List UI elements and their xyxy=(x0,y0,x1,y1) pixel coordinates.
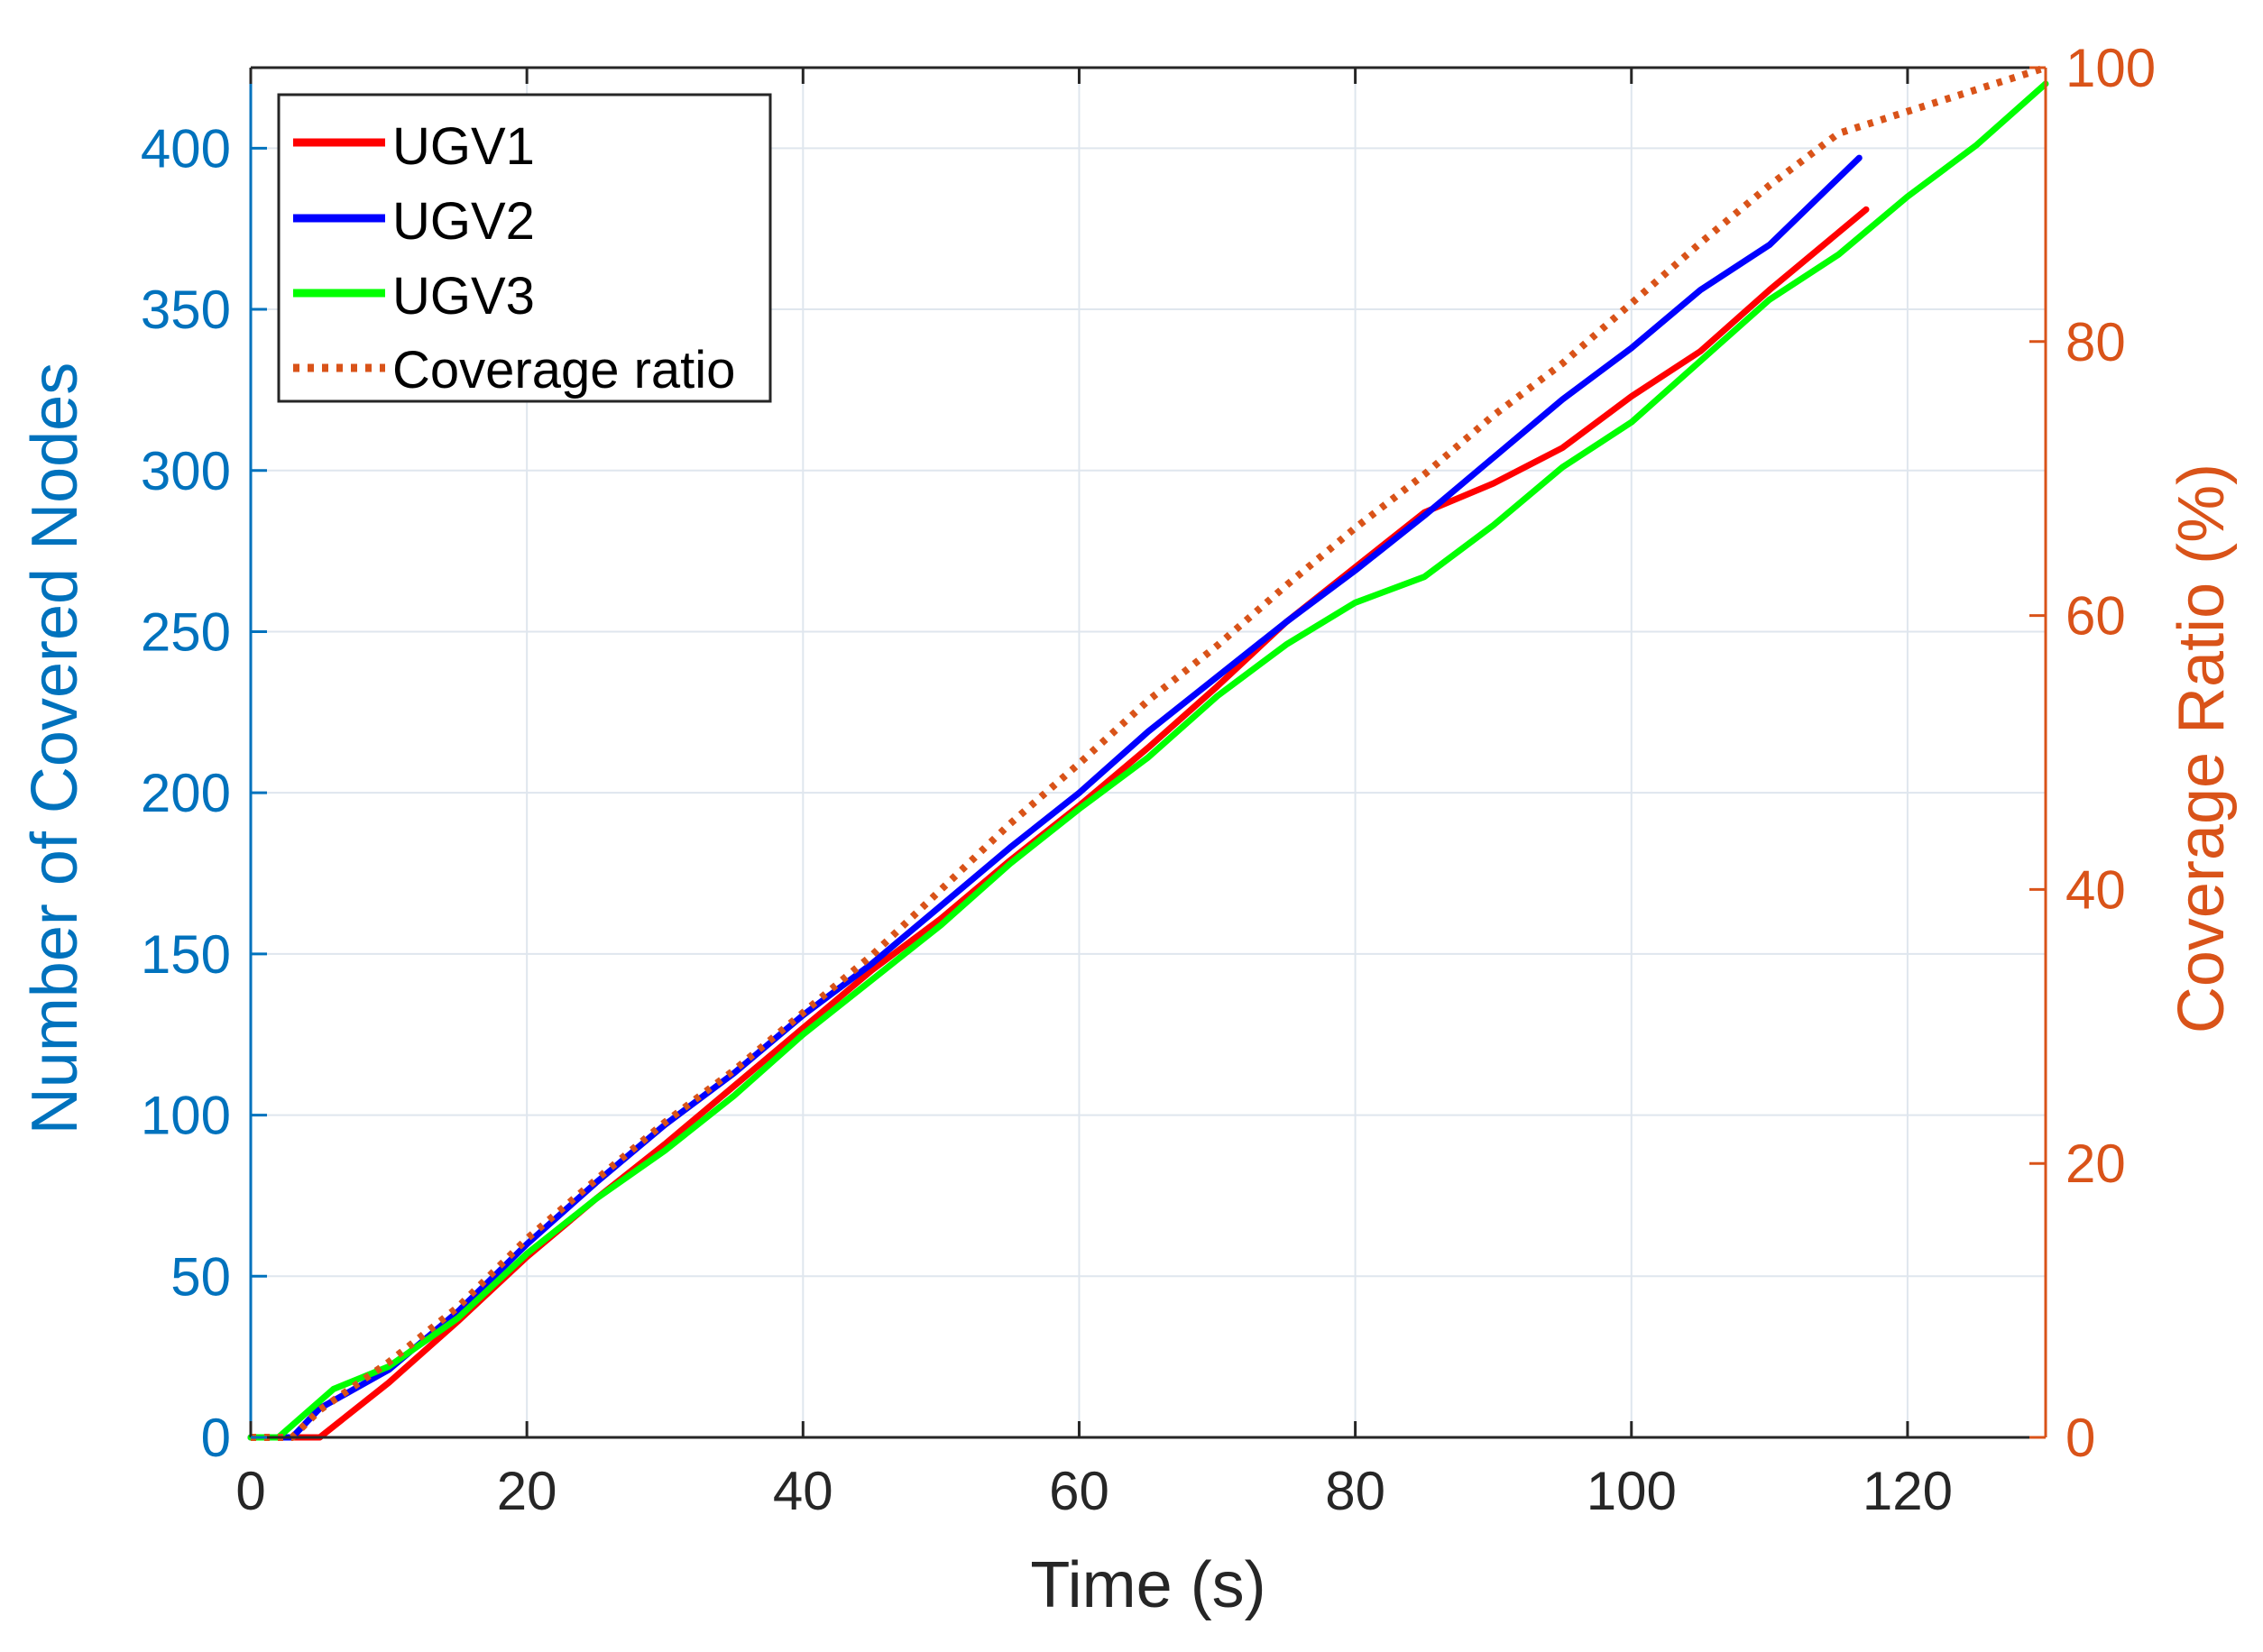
x-tick-label: 20 xyxy=(497,1461,557,1521)
y-tick-label-right: 80 xyxy=(2065,312,2126,372)
y-tick-label-left: 200 xyxy=(141,763,231,823)
series-line-ugv3 xyxy=(247,80,2049,1441)
y-tick-label-left: 350 xyxy=(141,280,231,340)
y-tick-label-right: 20 xyxy=(2065,1133,2126,1194)
axes xyxy=(249,66,2047,1439)
grid xyxy=(250,68,2046,1438)
legend-entry-ugv3: UGV3 xyxy=(392,267,535,326)
y-tick-label-right: 100 xyxy=(2065,38,2156,98)
y-tick-label-left: 0 xyxy=(201,1408,231,1468)
legend-entry-ugv2: UGV2 xyxy=(392,192,535,251)
y-tick-label-left: 250 xyxy=(141,601,231,662)
y-tick-label-right: 0 xyxy=(2065,1408,2095,1468)
x-tick-label: 0 xyxy=(235,1461,265,1521)
legend-entry-coverage: Coverage ratio xyxy=(392,341,735,399)
legend-entry-ugv1: UGV1 xyxy=(392,117,535,176)
series-line-ugv2 xyxy=(247,154,1863,1441)
plot-area xyxy=(247,64,2049,1441)
y-tick-label-right: 40 xyxy=(2065,859,2126,920)
y-tick-label-left: 150 xyxy=(141,924,231,985)
series-line-coverage-ratio xyxy=(251,64,2047,1441)
x-tick-label: 100 xyxy=(1587,1461,1677,1521)
x-tick-label: 120 xyxy=(1863,1461,1953,1521)
x-tick-label: 40 xyxy=(773,1461,833,1521)
x-tick-label: 60 xyxy=(1049,1461,1109,1521)
y-axis-label-right: Coverage Ratio (%) xyxy=(2166,463,2238,1033)
y-tick-label-left: 50 xyxy=(170,1246,231,1307)
y-tick-label-left: 400 xyxy=(141,118,231,179)
legend: UGV1 UGV2 UGV3 Coverage ratio xyxy=(277,93,772,403)
x-tick-label: 80 xyxy=(1325,1461,1385,1521)
y-axis-label-left: Number of Covered Nodes xyxy=(19,363,91,1134)
y-tick-label-right: 60 xyxy=(2065,586,2126,647)
y-tick-label-left: 300 xyxy=(141,441,231,501)
y-tick-label-left: 100 xyxy=(141,1086,231,1146)
tick-labels: 0 20 40 60 80 100 120 0 50 100 150 200 250 300 350 400 0… xyxy=(141,38,2156,1521)
x-axis-label: Time (s) xyxy=(1030,1549,1265,1621)
